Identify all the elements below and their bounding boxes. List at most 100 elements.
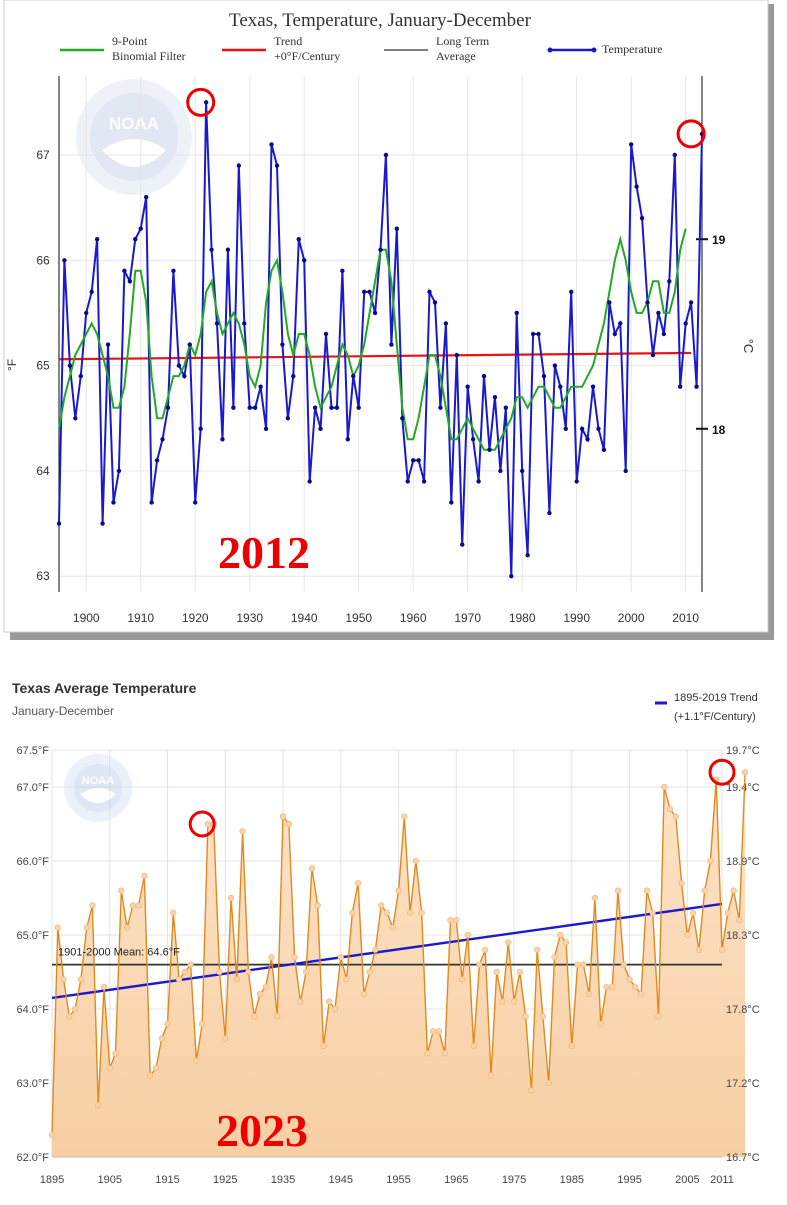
temperature-point [487, 1072, 495, 1079]
trend-line [58, 351, 692, 361]
temperature-point [568, 1042, 575, 1050]
temperature-point [394, 226, 400, 231]
temperature-point [77, 976, 84, 983]
temperature-point [176, 363, 182, 368]
temperature-point [378, 247, 383, 252]
temperature-point [158, 1035, 165, 1042]
temperature-point [133, 237, 138, 242]
x-tick-label: 1935 [271, 1174, 295, 1186]
temperature-point [389, 342, 394, 347]
y-tick-label: 65.0°F [16, 930, 49, 942]
y-tick-label: 62.0°F [16, 1152, 49, 1164]
temperature-point [320, 1042, 327, 1050]
temperature-point [454, 352, 459, 358]
temperature-point [291, 954, 298, 961]
temperature-point [48, 1131, 56, 1138]
temperature-point [541, 373, 547, 379]
temperature-point [558, 384, 563, 389]
chart-2023-panel: Texas Average Temperature January-Decemb… [0, 660, 787, 1200]
chart-2012-panel: NOAA Texas, Temperature, January-Decembe… [3, 0, 774, 640]
temperature-point [632, 983, 639, 990]
x-tick-label: 1905 [98, 1174, 122, 1186]
temperature-point [154, 458, 160, 463]
temperature-point [222, 1035, 229, 1042]
temperature-point [269, 142, 274, 147]
legend-marker [547, 47, 553, 53]
temperature-point [498, 468, 503, 474]
temperature-point [551, 954, 558, 961]
temperature-point [351, 373, 356, 379]
temperature-point [695, 946, 702, 953]
temperature-point [199, 1020, 206, 1027]
temperature-point [262, 983, 269, 990]
temperature-point [432, 300, 438, 305]
temperature-point [656, 310, 661, 316]
x-tick-label: 1930 [236, 611, 263, 625]
chart-subtitle: January-December [12, 704, 114, 718]
temperature-point [601, 447, 607, 453]
temperature-point [209, 247, 214, 252]
x-tick-label: 2000 [618, 611, 645, 625]
temperature-point [181, 968, 188, 976]
temperature-point [510, 998, 518, 1005]
temperature-point [268, 954, 275, 961]
temperature-point [596, 426, 601, 431]
temperature-point [742, 769, 749, 776]
temperature-point [337, 954, 344, 961]
temperature-point [563, 426, 568, 431]
temperature-point [536, 331, 541, 337]
temperature-point [372, 310, 378, 316]
y-right-tick-label: 19.7°C [726, 745, 760, 757]
temperature-point [227, 894, 235, 902]
temperature-point [251, 1013, 258, 1020]
temperature-point [274, 1013, 281, 1020]
temperature-point [666, 806, 674, 813]
x-tick-label: 2005 [675, 1174, 699, 1186]
temperature-point [291, 373, 296, 379]
temperature-point [56, 521, 62, 526]
x-tick-label: 1980 [509, 611, 536, 625]
temperature-point [67, 363, 73, 368]
temperature-point [730, 887, 737, 894]
temperature-point [343, 976, 350, 983]
temperature-point [574, 961, 581, 968]
temperature-point [574, 479, 579, 484]
x-tick-label: 1995 [617, 1174, 641, 1186]
temperature-point [233, 976, 240, 983]
temperature-point [400, 416, 405, 421]
temperature-point [492, 394, 498, 400]
temperature-point [297, 998, 304, 1005]
temperature-point [672, 813, 679, 820]
x-tick-label: 1955 [386, 1174, 410, 1186]
highlight-circle [186, 87, 216, 117]
temperature-point [236, 163, 242, 168]
chart-2023: Texas Average Temperature January-Decemb… [12, 680, 760, 1186]
y-tick-label: 63.0°F [16, 1078, 49, 1090]
temperature-point [650, 352, 656, 358]
y-right-tick-label: 16.7°C [726, 1152, 760, 1164]
temperature-point [334, 405, 340, 410]
temperature-point [427, 289, 432, 295]
y-tick-label: 64.0°F [16, 1004, 49, 1016]
temperature-point [116, 468, 122, 474]
data-points [48, 758, 749, 1138]
temperature-point [225, 247, 231, 252]
temperature-point [83, 924, 90, 931]
y-tick-label: 67.5°F [16, 745, 49, 757]
temperature-point [614, 887, 622, 894]
temperature-point [307, 479, 312, 484]
temperature-point [105, 342, 111, 347]
temperature-point [285, 416, 291, 421]
legend-label: 9-Point Binomial Filter [112, 34, 186, 63]
temperature-point [430, 1028, 437, 1035]
temperature-point [296, 237, 301, 242]
temperature-point [175, 976, 183, 983]
temperature-point [449, 500, 454, 505]
x-tick-label: 1950 [345, 611, 372, 625]
temperature-point [326, 998, 333, 1005]
temperature-point [534, 946, 541, 953]
temperature-point [54, 924, 61, 931]
temperature-point [458, 976, 466, 983]
x-tick-label: 1975 [502, 1174, 526, 1186]
temperature-point [638, 991, 645, 998]
